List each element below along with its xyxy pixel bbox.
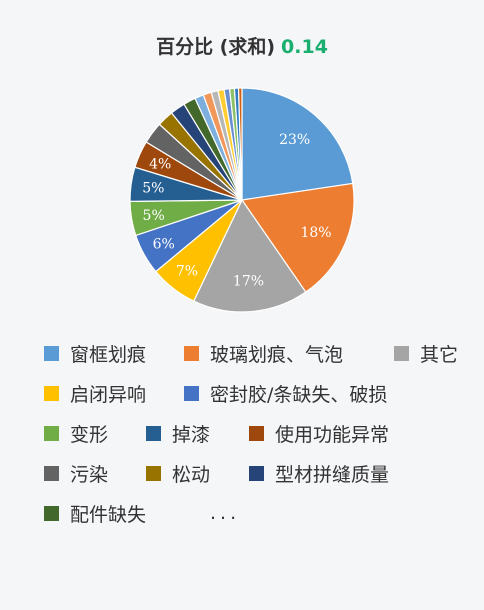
legend-label: 型材拼缝质量 — [275, 463, 390, 486]
legend-swatch — [44, 465, 59, 481]
legend-swatch — [184, 345, 199, 361]
legend-label: 密封胶/条缺失、破损 — [210, 383, 388, 406]
legend-swatch — [394, 345, 409, 361]
legend-item[interactable]: 使用功能异常 — [249, 420, 389, 446]
legend-swatch — [184, 385, 199, 401]
slice-label-6: 5% — [142, 180, 164, 196]
legend-label: 松动 — [172, 463, 211, 486]
legend-label: 使用功能异常 — [275, 423, 390, 446]
legend-more-indicator[interactable]: ... — [210, 502, 241, 524]
legend-item[interactable]: 污染 — [44, 460, 108, 486]
pie-slice-0[interactable] — [241, 87, 354, 201]
legend-item[interactable]: 松动 — [146, 460, 210, 486]
pie-slice-1[interactable] — [240, 182, 355, 293]
legend-swatch — [146, 425, 161, 441]
slice-label-4: 6% — [153, 237, 175, 253]
slice-label-5: 5% — [143, 208, 165, 224]
slice-label-3: 7% — [176, 264, 198, 280]
legend-swatch — [44, 345, 59, 361]
slice-label-7: 4% — [149, 156, 171, 172]
legend-label: 配件缺失 — [70, 503, 147, 526]
legend-swatch — [44, 385, 59, 401]
slice-label-0: 23% — [279, 132, 310, 148]
pie-chart: 23% 18% 17% 7%6% 5% 5% 4% — [129, 87, 355, 313]
legend-swatch — [44, 425, 59, 441]
pie-slice-19[interactable] — [237, 87, 243, 201]
legend-label: 启闭异响 — [70, 383, 147, 406]
legend-label: 窗框划痕 — [70, 343, 147, 366]
legend-item[interactable]: 变形 — [44, 420, 108, 446]
legend-label: 变形 — [70, 423, 109, 446]
legend-label: 其它 — [420, 343, 459, 366]
legend-item[interactable]: 其它 — [394, 340, 458, 366]
chart-title: 百分比 (求和) — [156, 36, 276, 58]
chart-header: 百分比 (求和) 0.14 — [0, 32, 484, 59]
legend-label: 污染 — [70, 463, 109, 486]
legend-swatch — [44, 505, 59, 521]
legend-item[interactable]: 配件缺失 — [44, 500, 146, 526]
pie-slice-2[interactable] — [192, 198, 307, 313]
slice-label-1: 18% — [300, 225, 331, 241]
slice-label-2: 17% — [233, 273, 264, 289]
legend-item[interactable]: 玻璃划痕、气泡 — [184, 340, 343, 366]
legend-label: 玻璃划痕、气泡 — [210, 343, 344, 366]
legend-item[interactable]: 密封胶/条缺失、破损 — [184, 380, 387, 406]
legend-item[interactable]: 启闭异响 — [44, 380, 146, 406]
legend-item[interactable]: 型材拼缝质量 — [249, 460, 389, 486]
legend-swatch — [249, 425, 264, 441]
legend-item[interactable]: 掉漆 — [146, 420, 210, 446]
legend-swatch — [146, 465, 161, 481]
legend-swatch — [249, 465, 264, 481]
legend-item[interactable]: 窗框划痕 — [44, 340, 146, 366]
legend-label: 掉漆 — [172, 423, 211, 446]
sum-value: 0.14 — [281, 36, 328, 58]
